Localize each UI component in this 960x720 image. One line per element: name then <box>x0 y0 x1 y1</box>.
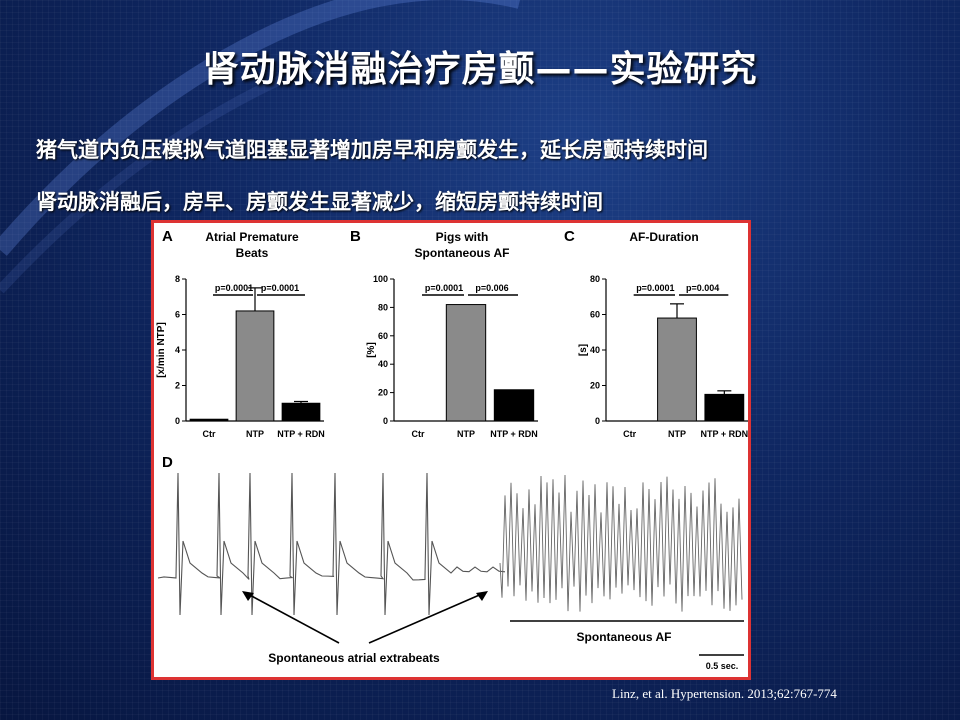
p-value-A-1: p=0.0001 <box>215 283 253 293</box>
panel-letter-C: C <box>564 228 575 245</box>
arrow-right-head <box>476 591 488 601</box>
arrow-left-head <box>242 591 254 601</box>
bar-A-1 <box>235 310 275 422</box>
y-tick-label-B: 20 <box>378 388 388 398</box>
y-tick-label-A: 4 <box>175 345 180 355</box>
chart-title-C: AF-Duration <box>629 230 698 244</box>
figure-svg: A Atrial Premature Beats 0 2 4 6 8 [x/min NTP] Ct… <box>156 228 748 671</box>
arrow-right-line <box>368 592 485 644</box>
chart-title-A-line2: Beats <box>236 246 269 260</box>
y-tick-label-C: 20 <box>590 381 600 391</box>
af-label: Spontaneous AF <box>577 630 672 644</box>
bar-C-1 <box>657 317 697 422</box>
chart-title-B: Pigs with <box>436 230 489 244</box>
bullet-1: 猪气道内负压模拟气道阻塞显著增加房早和房颤发生，延长房颤持续时间 <box>36 138 708 162</box>
x-tick-label-A-0: Ctr <box>203 429 216 439</box>
ecg-trace-af <box>499 474 743 612</box>
extrabeats-label: Spontaneous atrial extrabeats <box>268 651 440 665</box>
p-value-B-2: p=0.006 <box>475 283 508 293</box>
ecg-trace-extrabeats <box>157 472 506 616</box>
x-tick-label-A-1: NTP <box>246 429 264 439</box>
p-value-C-2: p=0.004 <box>686 283 719 293</box>
y-tick-label-A: 6 <box>175 310 180 320</box>
x-tick-label-B-2: NTP + RDN <box>490 429 538 439</box>
y-tick-label-A: 0 <box>175 416 180 426</box>
panel-letter-D: D <box>162 454 173 471</box>
p-value-B-1: p=0.0001 <box>425 283 463 293</box>
y-axis-label-B: [%] <box>366 342 377 358</box>
y-axis-label-A: [x/min NTP] <box>156 322 167 378</box>
chart-title-B-line2: Spontaneous AF <box>415 246 510 260</box>
x-tick-label-C-1: NTP <box>668 429 686 439</box>
citation: Linz, et al. Hypertension. 2013;62:767-7… <box>612 686 837 701</box>
y-tick-label-C: 40 <box>590 345 600 355</box>
x-tick-label-B-0: Ctr <box>412 429 425 439</box>
p-value-C-1: p=0.0001 <box>636 283 674 293</box>
panel-letter-A: A <box>162 228 173 245</box>
y-tick-label-B: 80 <box>378 302 388 312</box>
y-tick-label-C: 80 <box>590 274 600 284</box>
y-axis-label-C: [s] <box>578 344 589 356</box>
x-tick-label-C-2: NTP + RDN <box>701 429 748 439</box>
scale-label: 0.5 sec. <box>706 661 739 671</box>
y-tick-label-B: 60 <box>378 331 388 341</box>
bar-A-0 <box>189 418 229 422</box>
figure-panel: A Atrial Premature Beats 0 2 4 6 8 [x/min NTP] Ct… <box>151 220 751 680</box>
p-value-A-2: p=0.0001 <box>261 283 299 293</box>
x-tick-label-B-1: NTP <box>457 429 475 439</box>
y-tick-label-B: 100 <box>373 274 388 284</box>
x-tick-label-A-2: NTP + RDN <box>277 429 325 439</box>
bar-C-2 <box>704 393 745 422</box>
slide-title: 肾动脉消融治疗房颤——实验研究 <box>202 49 758 90</box>
y-tick-label-C: 0 <box>595 416 600 426</box>
chart-title-A: Atrial Premature <box>205 230 299 244</box>
x-tick-label-C-0: Ctr <box>623 429 636 439</box>
y-tick-label-B: 40 <box>378 359 388 369</box>
bar-B-1 <box>445 304 487 422</box>
arrow-left-line <box>245 592 340 644</box>
bar-A-2 <box>281 402 321 422</box>
bullet-2: 肾动脉消融后，房早、房颤发生显著减少，缩短房颤持续时间 <box>36 190 603 214</box>
y-tick-label-C: 60 <box>590 310 600 320</box>
panel-letter-B: B <box>350 228 361 245</box>
bar-B-2 <box>493 389 535 422</box>
y-tick-label-B: 0 <box>383 416 388 426</box>
y-tick-label-A: 8 <box>175 274 180 284</box>
y-tick-label-A: 2 <box>175 381 180 391</box>
